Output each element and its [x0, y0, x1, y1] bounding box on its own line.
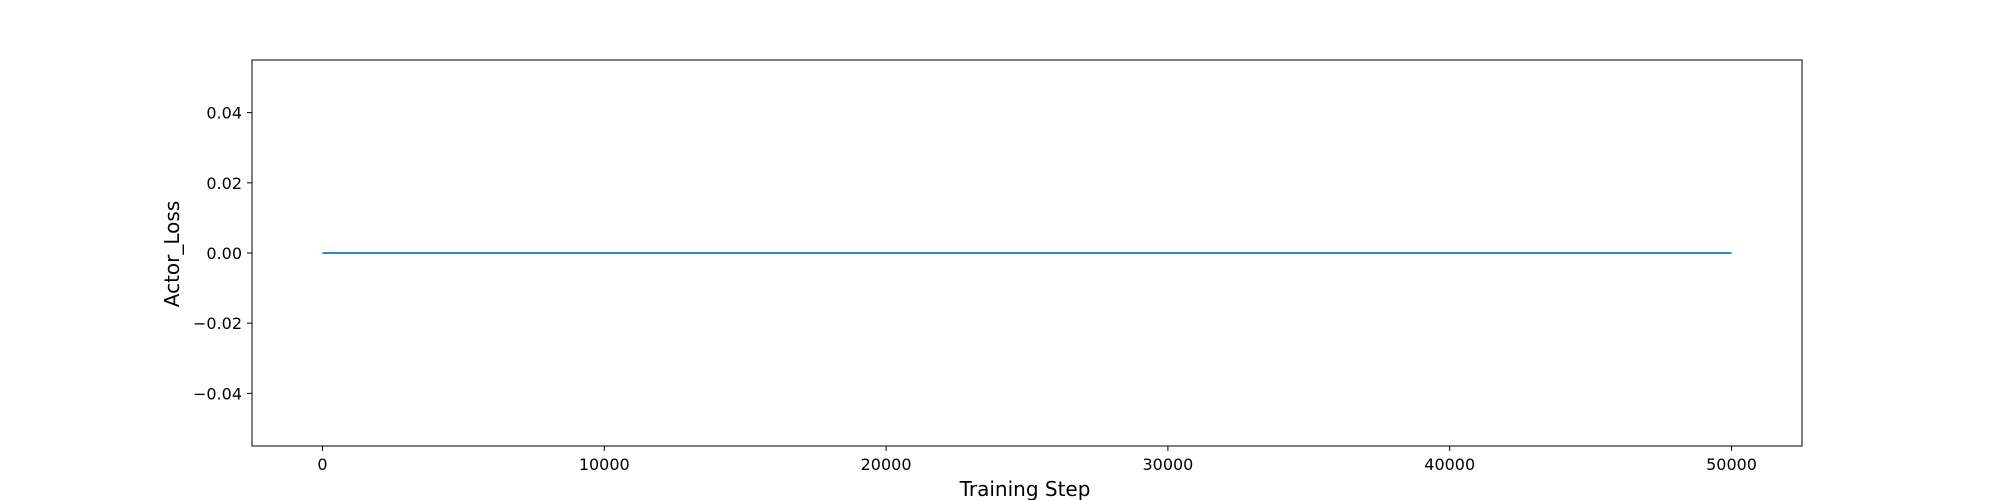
x-tick-label: 50000	[1706, 455, 1757, 474]
y-tick-label: −0.02	[193, 314, 242, 333]
x-tick-label: 20000	[861, 455, 912, 474]
y-tick-label: −0.04	[193, 384, 242, 403]
x-tick-label: 10000	[579, 455, 630, 474]
y-tick-label: 0.04	[206, 104, 242, 123]
x-tick-label: 0	[317, 455, 327, 474]
y-tick-label: 0.00	[206, 244, 242, 263]
x-tick-label: 30000	[1142, 455, 1193, 474]
y-tick-label: 0.02	[206, 174, 242, 193]
x-axis-label: Training Step	[959, 477, 1091, 500]
y-axis-label: Actor_Loss	[160, 201, 184, 308]
x-tick-label: 40000	[1424, 455, 1475, 474]
axes: 0 10000 20000 30000 40000 50000 −0.04 −0.02 0.00…	[193, 59, 1803, 474]
